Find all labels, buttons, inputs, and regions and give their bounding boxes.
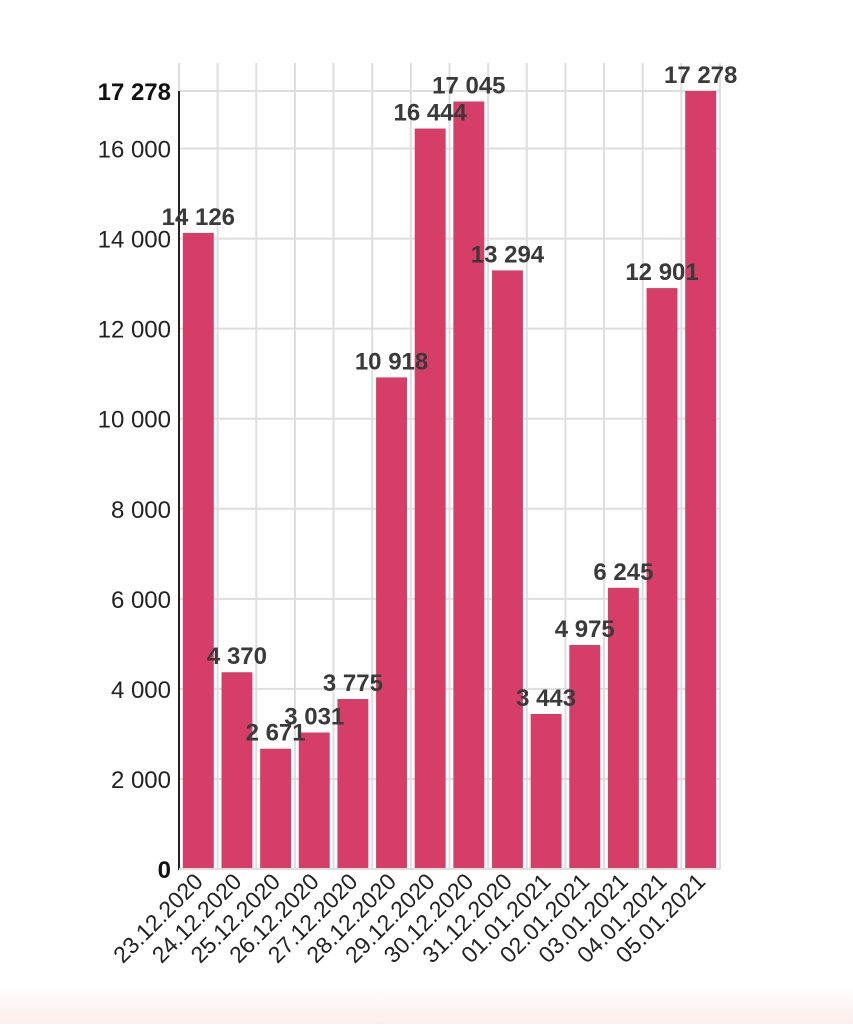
bar [530,713,562,869]
bar [221,672,253,869]
y-tick-label: 8 000 [111,497,171,524]
data-label: 17 278 [664,62,737,89]
bars [182,91,717,870]
bar [646,288,678,870]
y-axis-ticks: 0 2 000 4 000 6 000 8 000 10 000 12 000 14 000 1… [98,79,171,884]
data-label: 3 443 [516,685,576,712]
bar [685,91,717,869]
data-label: 6 245 [593,559,653,586]
y-tick-label: 14 000 [98,227,171,254]
data-label: 4 975 [555,616,615,643]
data-label: 13 294 [471,241,545,268]
data-label: 16 444 [393,100,467,127]
axes [178,91,720,870]
data-label: 4 370 [207,643,267,670]
data-label: 10 918 [355,348,428,375]
x-axis-ticks: 23.12.202024.12.202025.12.202026.12.2020… [108,868,710,968]
bar [607,587,639,869]
bar [414,128,446,869]
y-tick-label: 2 000 [111,767,171,794]
y-tick-label: 12 000 [98,317,171,344]
bar [182,232,214,869]
bar [569,644,601,869]
bar [376,377,407,869]
data-label: 17 045 [432,72,505,99]
bar [298,732,330,869]
data-label: 12 901 [625,259,698,286]
y-tick-label: 4 000 [111,677,171,704]
bar [453,101,485,870]
grid [178,63,721,869]
y-tick-label: 0 [158,857,171,884]
y-tick-label: 16 000 [98,137,171,164]
y-tick-label: 17 278 [98,79,171,106]
y-tick-label: 6 000 [111,587,171,614]
y-tick-label: 10 000 [98,407,171,434]
data-label: 3 031 [284,704,344,731]
data-label: 2 671 [246,720,306,747]
bar [492,270,523,870]
bar [260,748,292,869]
data-label: 3 775 [323,670,383,697]
bar [337,699,369,869]
data-label: 14 126 [162,204,235,231]
